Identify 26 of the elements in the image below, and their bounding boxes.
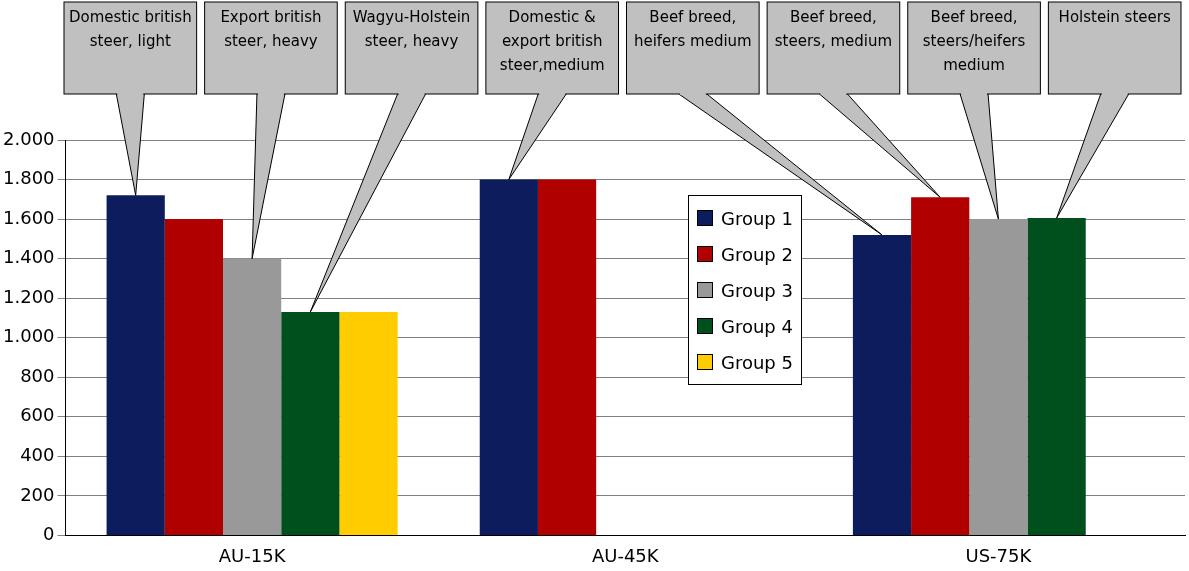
x-tick-label: US-75K [965, 544, 1033, 566]
callout: Export british steer, heavy [204, 1, 338, 260]
y-tick-label: 1.400 [3, 246, 55, 268]
y-tick-label: 1.800 [3, 167, 55, 189]
bar [852, 234, 912, 535]
callout: Holstein steers [1047, 1, 1182, 219]
callout: Domestic british steer, light [63, 1, 198, 196]
y-tick-label: 2.000 [3, 127, 55, 149]
legend-label: Group 2 [721, 243, 793, 265]
legend-label: Group 4 [721, 315, 793, 337]
y-tick-label: 1.000 [3, 325, 55, 347]
y-tick-label: 1.600 [3, 206, 55, 228]
y-tick-label: 0 [43, 523, 55, 545]
legend-label: Group 1 [721, 207, 793, 229]
y-tick-label: 800 [20, 364, 55, 386]
legend-label: Group 5 [721, 351, 793, 373]
y-tick-label: 400 [20, 443, 55, 465]
bar [164, 219, 223, 535]
x-tick-label: AU-45K [591, 544, 660, 566]
y-tick-label: 1.200 [3, 285, 55, 307]
callout: Beef breed, steers/heifers medium [907, 1, 1041, 220]
y-tick-label: 600 [20, 404, 55, 426]
legend-label: Group 3 [721, 279, 793, 301]
y-tick-label: 200 [20, 483, 55, 505]
x-tick-label: AU-15K [218, 544, 287, 566]
callout: Domestic & export british steer,medium [485, 1, 619, 181]
